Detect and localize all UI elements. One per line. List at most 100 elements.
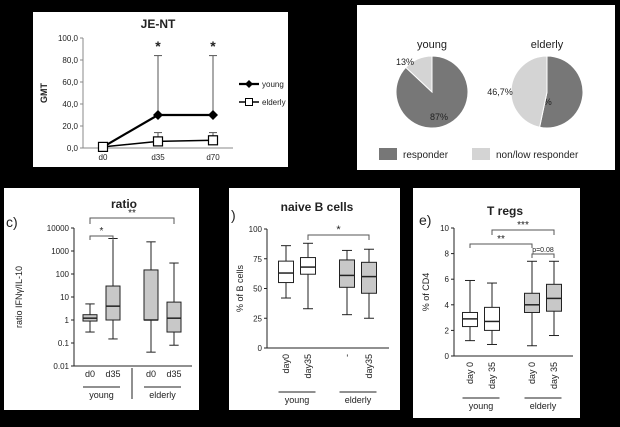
group-label: elderly: [149, 390, 176, 400]
legend-label: responder: [403, 150, 449, 161]
x-tick-label: day 0: [465, 362, 475, 384]
y-tick-label: 75: [253, 255, 262, 264]
y-tick-label: 60,0: [62, 78, 78, 87]
significance-mark: **: [128, 208, 136, 219]
y-axis-label: GMT: [39, 83, 49, 103]
y-tick-label: 1000: [51, 247, 69, 256]
y-tick-label: 2: [445, 326, 450, 335]
panel-t-regs: T regs e) % of CD4 0 2 4 6 8 10 day 0 day 35 day 0 d…: [413, 188, 580, 418]
data-point-young: [208, 110, 218, 120]
legend-swatch: [379, 148, 397, 160]
group-label: young: [89, 390, 114, 400]
x-tick-label: d0: [99, 153, 108, 162]
pie-slice-label: 46,7%: [487, 87, 513, 97]
pie-title: elderly: [531, 39, 564, 51]
significance-bracket: [531, 253, 555, 258]
x-tick-label: d0: [146, 369, 156, 379]
y-tick-label: 80,0: [62, 56, 78, 65]
x-tick-label: -: [342, 354, 352, 357]
y-tick-label: 10000: [47, 224, 70, 233]
x-tick-label: day 35: [549, 362, 559, 389]
x-tick-label: day35: [303, 354, 313, 379]
data-point-elderly: [207, 135, 219, 146]
y-tick-label: 6: [445, 275, 450, 284]
significance-mark: ***: [517, 220, 529, 231]
y-tick-label: 10: [60, 293, 69, 302]
chart-title: naive B cells: [281, 200, 354, 214]
group-label: young: [469, 401, 494, 411]
y-tick-label: 25: [253, 314, 262, 323]
data-point-young: [153, 110, 163, 120]
panel-ratio: ratio c) ratio IFNγ/IL-10 0.01 0.1 1 10 100 1000…: [4, 188, 199, 410]
box: [339, 259, 355, 288]
chart-title: ratio: [111, 197, 137, 211]
x-tick-label: day0: [281, 354, 291, 374]
x-tick-label: day 35: [487, 362, 497, 389]
legend-marker-young: [245, 80, 253, 88]
legend-label: young: [262, 80, 284, 89]
chart-title: T regs: [487, 204, 523, 218]
data-point-elderly: [152, 136, 164, 147]
significance-mark: p=0.08: [532, 247, 554, 254]
legend-label: non/low responder: [496, 150, 579, 161]
significance-bracket: [469, 243, 533, 248]
panel-letter: e): [419, 212, 431, 228]
pie-title: young: [417, 39, 447, 51]
y-tick-label: 40,0: [62, 100, 78, 109]
panel-letter: ): [231, 207, 236, 223]
box: [361, 261, 377, 294]
group-label: elderly: [530, 401, 557, 411]
x-tick-label: d35: [105, 369, 120, 379]
y-axis-label: % of B cells: [235, 264, 245, 312]
pie-slice: [405, 55, 433, 94]
y-tick-label: 4: [445, 301, 450, 310]
significance-mark: **: [497, 234, 505, 245]
ratio-box-plot: ratio c) ratio IFNγ/IL-10 0.01 0.1 1 10 100 1000…: [6, 197, 192, 400]
t-regs-box-plot: T regs e) % of CD4 0 2 4 6 8 10 day 0 day 35 day 0 d…: [419, 204, 573, 411]
legend-marker-elderly: [245, 98, 253, 106]
box: [524, 292, 540, 313]
x-tick-label: day35: [364, 354, 374, 379]
y-axis-label: ratio IFNγ/IL-10: [14, 266, 24, 328]
box: [105, 285, 121, 321]
significance-bracket: [491, 229, 555, 235]
x-tick-label: day 0: [527, 362, 537, 384]
je-nt-line-chart: JE-NT GMT 0,0 20,0 40,0 60,0 80,0 100,0 d0 d35 d70…: [39, 17, 286, 162]
significance-bracket: [89, 217, 175, 224]
legend-swatch: [472, 148, 490, 160]
pie-slice-label: 13%: [396, 57, 414, 67]
y-tick-label: 0,0: [67, 144, 79, 153]
y-tick-label: 0: [258, 344, 263, 353]
significance-mark: *: [100, 226, 104, 237]
y-tick-label: 0.1: [58, 339, 70, 348]
naive-b-cells-box-plot: naive B cells) % of B cells 0 25 50 75 100 day0…: [231, 200, 389, 405]
legend-label: elderly: [262, 98, 286, 107]
significance-mark: *: [155, 38, 161, 54]
x-tick-label: d35: [151, 153, 165, 162]
y-tick-label: 0: [445, 352, 450, 361]
box: [166, 301, 182, 333]
box: [278, 260, 294, 284]
responder-pie-charts: young87%13%elderly53,3%46,7%respondernon…: [379, 39, 584, 161]
data-point-elderly: [97, 141, 109, 152]
chart-title: JE-NT: [141, 17, 176, 31]
panel-je-nt: JE-NT GMT 0,0 20,0 40,0 60,0 80,0 100,0 d0 d35 d70…: [33, 12, 288, 167]
y-tick-label: 100: [249, 225, 263, 234]
panel-naive-b-cells: naive B cells) % of B cells 0 25 50 75 100 day0…: [229, 188, 400, 410]
significance-bracket: [307, 234, 370, 240]
y-tick-label: 10: [440, 224, 449, 233]
panel-letter: c): [6, 214, 18, 230]
y-tick-label: 1: [65, 316, 70, 325]
y-tick-label: 100: [56, 270, 70, 279]
pie-slice-label: 87%: [430, 112, 448, 122]
significance-mark: *: [336, 224, 341, 236]
box: [300, 257, 316, 275]
group-label: elderly: [345, 395, 372, 405]
x-tick-label: d35: [166, 369, 181, 379]
group-label: young: [285, 395, 310, 405]
y-tick-label: 100,0: [58, 34, 79, 43]
x-tick-label: d70: [206, 153, 220, 162]
significance-mark: *: [210, 38, 216, 54]
panel-responder-pies: young87%13%elderly53,3%46,7%respondernon…: [357, 5, 615, 170]
y-axis-label: % of CD4: [421, 273, 431, 312]
